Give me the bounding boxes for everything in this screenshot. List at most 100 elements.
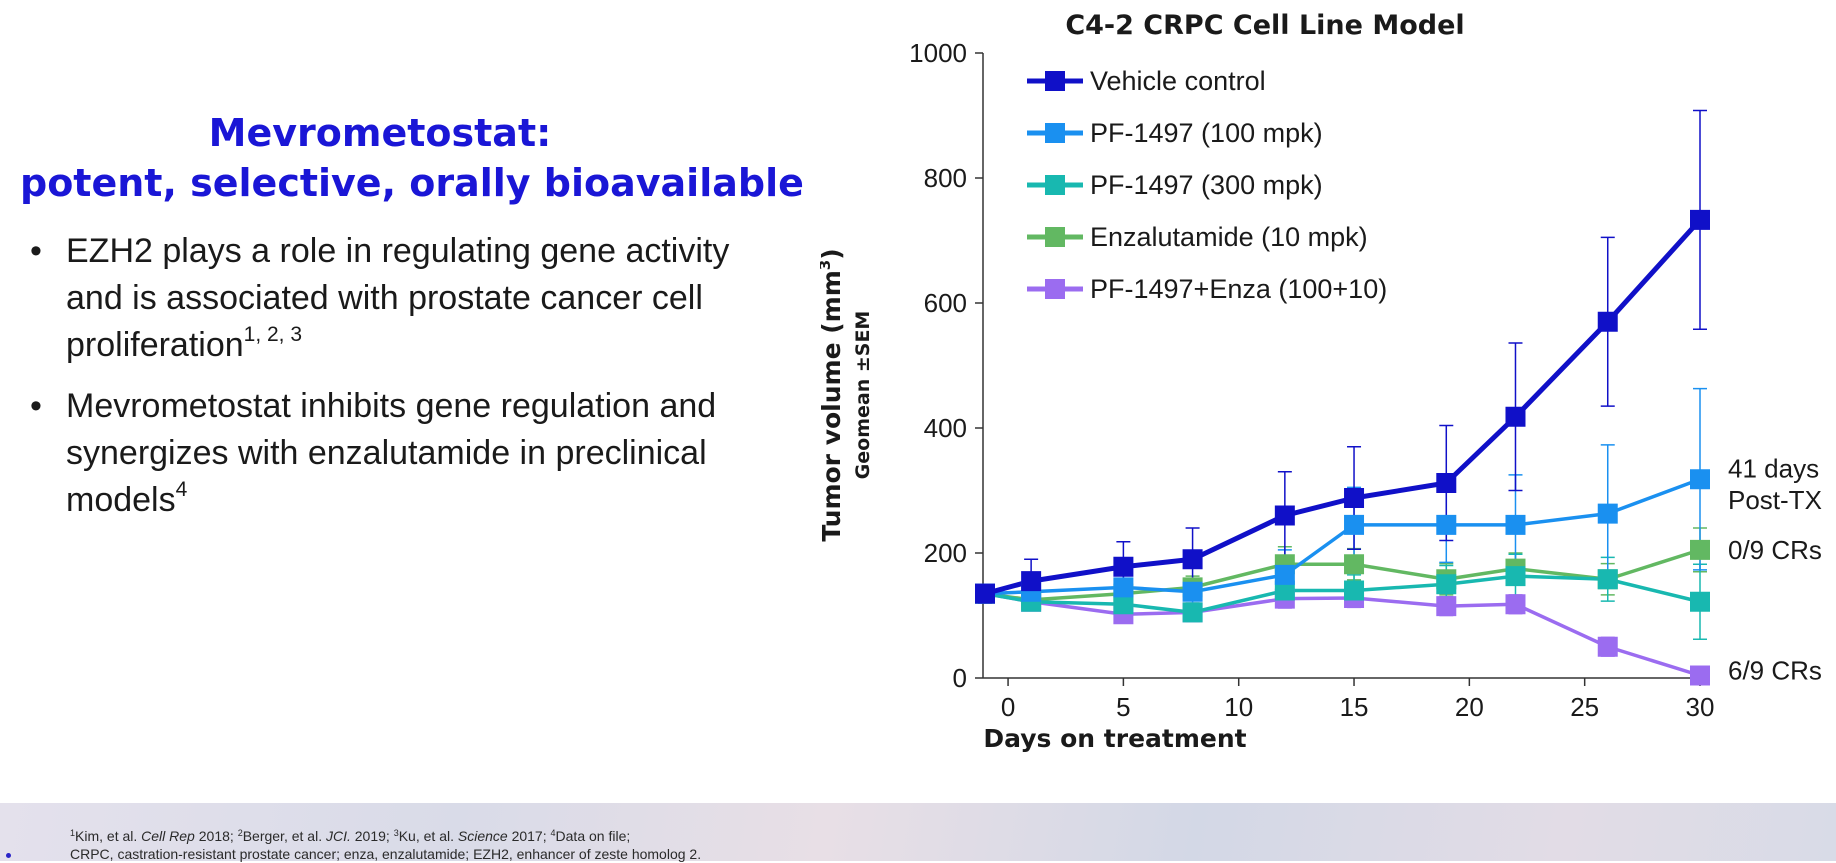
data-point [1113, 577, 1134, 598]
ref-author: Ku, et al. [398, 828, 458, 844]
data-point [1436, 574, 1457, 595]
series-line [984, 218, 1702, 597]
legend-label: PF-1497+Enza (100+10) [1090, 274, 1387, 304]
data-point [1505, 514, 1526, 535]
ref-text: Data on file; [555, 828, 631, 844]
tumor-volume-chart: C4-2 CRPC Cell Line Model 0 200 400 600 800 1… [816, 0, 1836, 790]
heading-line-2: potent, selective, orally bioavailable [20, 161, 804, 205]
bullet-text: EZH2 plays a role in regulating gene act… [66, 232, 730, 364]
data-point [1021, 571, 1042, 592]
x-tick-label: 15 [1340, 692, 1369, 722]
data-point [1274, 580, 1295, 601]
ref-journal: Science [457, 828, 508, 844]
series-lines [984, 218, 1702, 678]
data-point [1436, 514, 1457, 535]
bullet-marker: • [30, 232, 42, 270]
data-point [1182, 581, 1203, 602]
legend-marker [1045, 123, 1065, 143]
legend-marker [1045, 71, 1065, 91]
data-point [1505, 566, 1526, 587]
x-axis-label: Days on treatment [983, 724, 1246, 753]
series-line [984, 591, 1701, 678]
y-tick-label: 1000 [909, 38, 967, 68]
legend-label: Vehicle control [1090, 66, 1266, 96]
ref-number: 1 [70, 828, 76, 838]
ref-journal: Cell Rep [141, 828, 195, 844]
y-tick-label: 0 [953, 663, 967, 693]
legend-label: PF-1497 (300 mpk) [1090, 170, 1323, 200]
annotation-label: 6/9 CRs [1728, 656, 1822, 686]
data-point [1597, 569, 1618, 590]
data-point [1182, 602, 1203, 623]
legend-label: Enzalutamide (10 mpk) [1090, 222, 1368, 252]
annotation-label: Post-TX [1728, 485, 1822, 515]
series-markers [975, 209, 1710, 686]
data-point [1690, 665, 1710, 686]
data-point [1505, 594, 1526, 615]
legend-marker [1045, 279, 1065, 299]
data-point [1182, 549, 1203, 570]
y-axis-label-text: Tumor volume (mm [820, 270, 846, 541]
annotation-label: 0/9 CRs [1728, 535, 1822, 565]
data-point [1690, 469, 1710, 490]
bullet-citation: 1, 2, 3 [243, 323, 303, 346]
ref-journal: JCI. [325, 828, 351, 844]
y-axis-sublabel: Geomean ±SEM [852, 311, 874, 480]
x-tick-label: 20 [1455, 692, 1484, 722]
data-point [1690, 539, 1710, 560]
chart-axes: 0 200 400 600 800 1000 0 5 10 15 20 25 30 [909, 38, 1714, 722]
y-tick-label: 200 [924, 538, 967, 568]
bullet-item: • EZH2 plays a role in regulating gene a… [28, 228, 748, 369]
chart-title: C4-2 CRPC Cell Line Model [1065, 10, 1464, 41]
chart-svg: C4-2 CRPC Cell Line Model 02004006008001… [816, 10, 1822, 753]
ref-year: 2019; [350, 828, 394, 844]
chart-legend: Vehicle control PF-1497 (100 mpk) PF-1497 … [1027, 66, 1387, 304]
bullet-citation: 4 [175, 478, 188, 501]
legend-marker [1045, 227, 1065, 247]
bullet-item: • Mevrometostat inhibits gene regulation… [28, 383, 748, 524]
references-line-1: 1Kim, et al. Cell Rep 2018; 2Berger, et … [70, 827, 701, 845]
legend-label: PF-1497 (100 mpk) [1090, 118, 1323, 148]
data-point [1274, 505, 1295, 526]
ref-number: 3 [393, 828, 399, 838]
data-point [1505, 406, 1526, 427]
series-line [984, 477, 1701, 596]
data-point [975, 583, 995, 604]
bullet-text: Mevrometostat inhibits gene regulation a… [66, 387, 717, 519]
series-line [984, 548, 1701, 602]
ref-author: Berger, et al. [242, 828, 326, 844]
references: 1Kim, et al. Cell Rep 2018; 2Berger, et … [70, 827, 701, 863]
data-point [1436, 596, 1457, 617]
x-tick-label: 10 [1224, 692, 1253, 722]
data-point [1690, 209, 1710, 230]
abbreviations-line: CRPC, castration-resistant prostate canc… [70, 846, 702, 862]
data-point [1344, 488, 1365, 508]
data-point [1690, 591, 1710, 612]
x-tick-label: 25 [1570, 692, 1599, 722]
legend-marker [1045, 175, 1065, 195]
ref-author: Kim, et al. [75, 828, 142, 844]
series-line [984, 574, 1701, 615]
y-axis-label-close: ) [820, 248, 846, 259]
data-point [1597, 636, 1618, 657]
x-tick-label: 30 [1686, 692, 1715, 722]
heading-line-1: Mevrometostat: [208, 111, 552, 155]
annotation-label: 41 days [1728, 454, 1819, 484]
x-tick-label: 5 [1116, 692, 1130, 722]
slide-heading: Mevrometostat: potent, selective, orally… [20, 108, 804, 208]
footer-dot [6, 853, 11, 858]
data-point [1344, 554, 1365, 575]
ref-number: 4 [550, 828, 556, 838]
data-point [1597, 311, 1618, 332]
data-point [1344, 580, 1365, 601]
y-axis-label-sup: 3 [820, 260, 834, 270]
y-tick-label: 400 [924, 413, 967, 443]
data-point [1597, 503, 1618, 524]
data-point [1436, 473, 1457, 493]
error-bars [978, 109, 1707, 679]
ref-year: 2018; [194, 828, 238, 844]
data-point [1344, 514, 1365, 535]
data-point [1274, 564, 1295, 585]
footer-band: 1Kim, et al. Cell Rep 2018; 2Berger, et … [0, 803, 1836, 863]
